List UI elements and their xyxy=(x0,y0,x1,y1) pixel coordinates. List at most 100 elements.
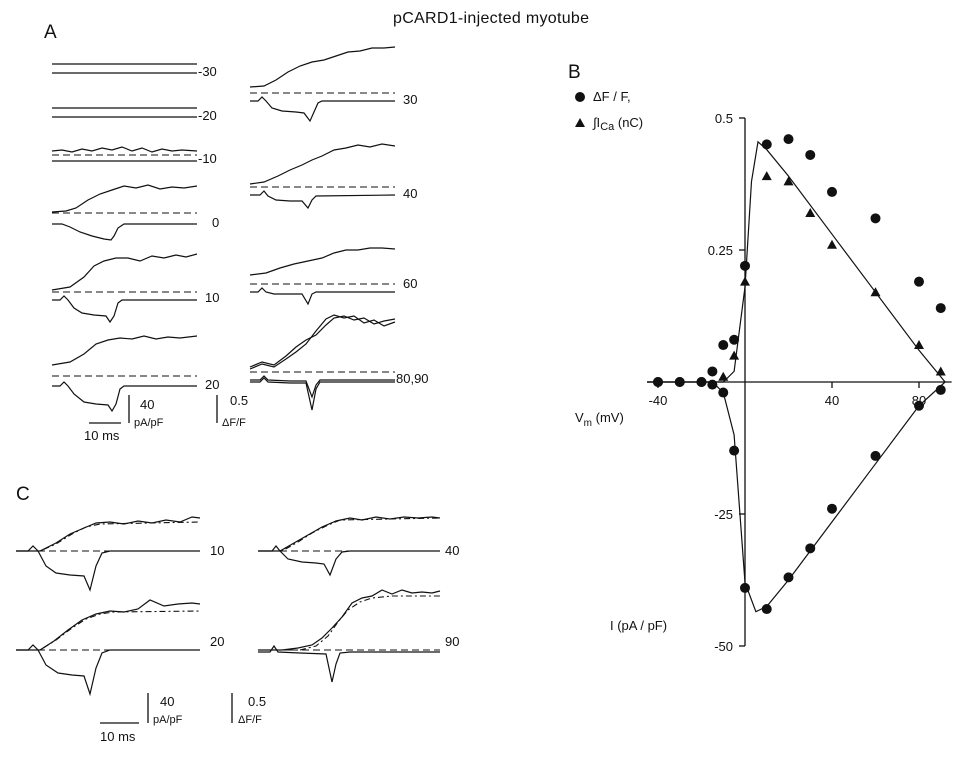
trace-a-80-fluor xyxy=(249,315,396,368)
point-integral-3 xyxy=(761,171,772,181)
fit-line-current xyxy=(647,381,946,613)
trace-a-m10-fluor xyxy=(51,146,198,153)
trace-a-60-fluor xyxy=(249,247,396,276)
point-current-3 xyxy=(707,379,718,390)
trace-a-20-current xyxy=(52,381,197,413)
point-current-6 xyxy=(740,582,750,593)
scale-a-fluor-unit: ΔF/F xyxy=(222,417,246,429)
label-a-m10: -10 xyxy=(198,151,217,166)
trace-c-40-current xyxy=(258,545,440,577)
point-current-12 xyxy=(914,400,924,411)
point-current-5 xyxy=(729,445,740,456)
lower-y-axis-label: I (pA / pF) xyxy=(610,618,667,633)
scale-a-time-label: 10 ms xyxy=(84,428,120,443)
trace-a-30-fluor xyxy=(249,46,396,88)
point-fluor-10 xyxy=(827,186,837,197)
point-fluor-13 xyxy=(935,303,946,314)
point-current-7 xyxy=(761,604,772,615)
x-axis-label-unit: (mV) xyxy=(592,410,624,425)
point-fluor-6 xyxy=(740,260,750,271)
legend-triangle-label: ∫ICa (nC) xyxy=(592,115,643,133)
label-a-m30: -30 xyxy=(198,64,217,79)
point-integral-8 xyxy=(914,340,924,350)
point-fluor-11 xyxy=(870,213,881,224)
panel-c-letter: C xyxy=(16,484,30,505)
point-integral-4 xyxy=(783,176,794,186)
scale-c-current-value: 40 xyxy=(160,694,174,709)
upper-y-tick-label-0: 0.5 xyxy=(715,111,733,126)
trace-a-80-current xyxy=(250,375,395,399)
trace-c-40-fit xyxy=(258,517,441,552)
label-a-60: 60 xyxy=(403,276,417,291)
label-c-20: 20 xyxy=(210,634,224,649)
trace-c-10-fluor xyxy=(16,516,201,552)
trace-c-40-fluor xyxy=(258,516,441,552)
panel-b-letter: B xyxy=(568,62,581,83)
trace-a-60-current xyxy=(250,287,395,306)
point-integral-0 xyxy=(718,371,729,381)
trace-c-10-fit xyxy=(16,521,201,552)
figure-title: pCARD1-injected myotube xyxy=(393,10,589,27)
label-a-m20: -20 xyxy=(198,108,217,123)
legend-triangle-subscript: Ca xyxy=(600,121,615,133)
legend-circle-label: ΔF / F, xyxy=(593,89,631,104)
x-axis-label-v: V xyxy=(575,410,584,425)
label-a-80-90: 80,90 xyxy=(396,371,429,386)
trace-c-90-fit xyxy=(258,595,440,651)
trace-a-0-fluor xyxy=(51,184,198,213)
point-fluor-3 xyxy=(707,366,718,377)
point-fluor-12 xyxy=(914,276,924,287)
lower-y-tick-label-1: -50 xyxy=(714,639,733,654)
trace-a-40-current xyxy=(250,190,396,210)
label-a-30: 30 xyxy=(403,92,417,107)
scale-a-current-value: 40 xyxy=(140,397,154,412)
trace-c-20-fluor xyxy=(16,599,201,651)
label-a-0: 0 xyxy=(212,215,219,230)
legend-circle-marker xyxy=(575,92,585,102)
upper-y-tick-label-1: 0.25 xyxy=(708,243,733,258)
lower-y-tick-label-0: -25 xyxy=(714,507,733,522)
chart-b-fit-lines xyxy=(647,140,946,613)
label-a-40: 40 xyxy=(403,186,417,201)
point-integral-7 xyxy=(870,287,881,297)
point-fluor-9 xyxy=(805,149,816,160)
point-integral-2 xyxy=(740,276,750,286)
point-current-8 xyxy=(783,572,794,583)
point-current-11 xyxy=(870,450,881,461)
scale-a-fluor-value: 0.5 xyxy=(230,393,248,408)
chart-b-points xyxy=(653,134,946,615)
point-fluor-5 xyxy=(729,334,740,345)
fit-line-integral xyxy=(647,140,946,383)
point-integral-5 xyxy=(805,208,816,218)
scale-c-current-unit: pA/pF xyxy=(153,714,183,726)
point-current-1 xyxy=(674,377,685,387)
x-axis-label-sub: m xyxy=(584,418,592,429)
label-a-10: 10 xyxy=(205,290,219,305)
trace-a-10-fluor xyxy=(51,253,198,291)
point-integral-6 xyxy=(827,239,837,249)
point-current-2 xyxy=(696,377,707,387)
panel-a-letter: A xyxy=(44,22,57,43)
trace-c-20-fit xyxy=(16,610,201,651)
point-integral-9 xyxy=(935,366,946,376)
trace-a-40-fluor xyxy=(249,143,396,185)
x-tick-label-1: 40 xyxy=(825,393,839,408)
trace-c-10-current xyxy=(16,545,200,592)
trace-a-30-current xyxy=(250,96,395,123)
trace-a-90-current xyxy=(250,377,395,411)
x-tick-label-0: -40 xyxy=(649,393,668,408)
label-c-90: 90 xyxy=(445,634,459,649)
x-axis-label: Vm (mV) xyxy=(575,410,624,429)
point-fluor-4 xyxy=(718,340,729,351)
point-fluor-7 xyxy=(761,139,772,150)
chart-b: -40 40 800.50.25-25-50 ΔF / F, ∫ICa (nC) V… xyxy=(575,89,952,654)
chart-b-ticks: -40 40 800.50.25-25-50 xyxy=(649,111,927,654)
legend-triangle-symbol: ∫I xyxy=(592,115,600,130)
scale-c-fluor-value: 0.5 xyxy=(248,694,266,709)
legend-triangle-unit: (nC) xyxy=(614,115,643,130)
panel-c: 10 40 20 90 10 ms 40 pA/pF 0.5 ΔF/F xyxy=(16,516,459,744)
label-c-10: 10 xyxy=(210,543,224,558)
label-c-40: 40 xyxy=(445,543,459,558)
trace-a-20-fluor xyxy=(51,335,198,366)
point-fluor-8 xyxy=(783,134,794,145)
